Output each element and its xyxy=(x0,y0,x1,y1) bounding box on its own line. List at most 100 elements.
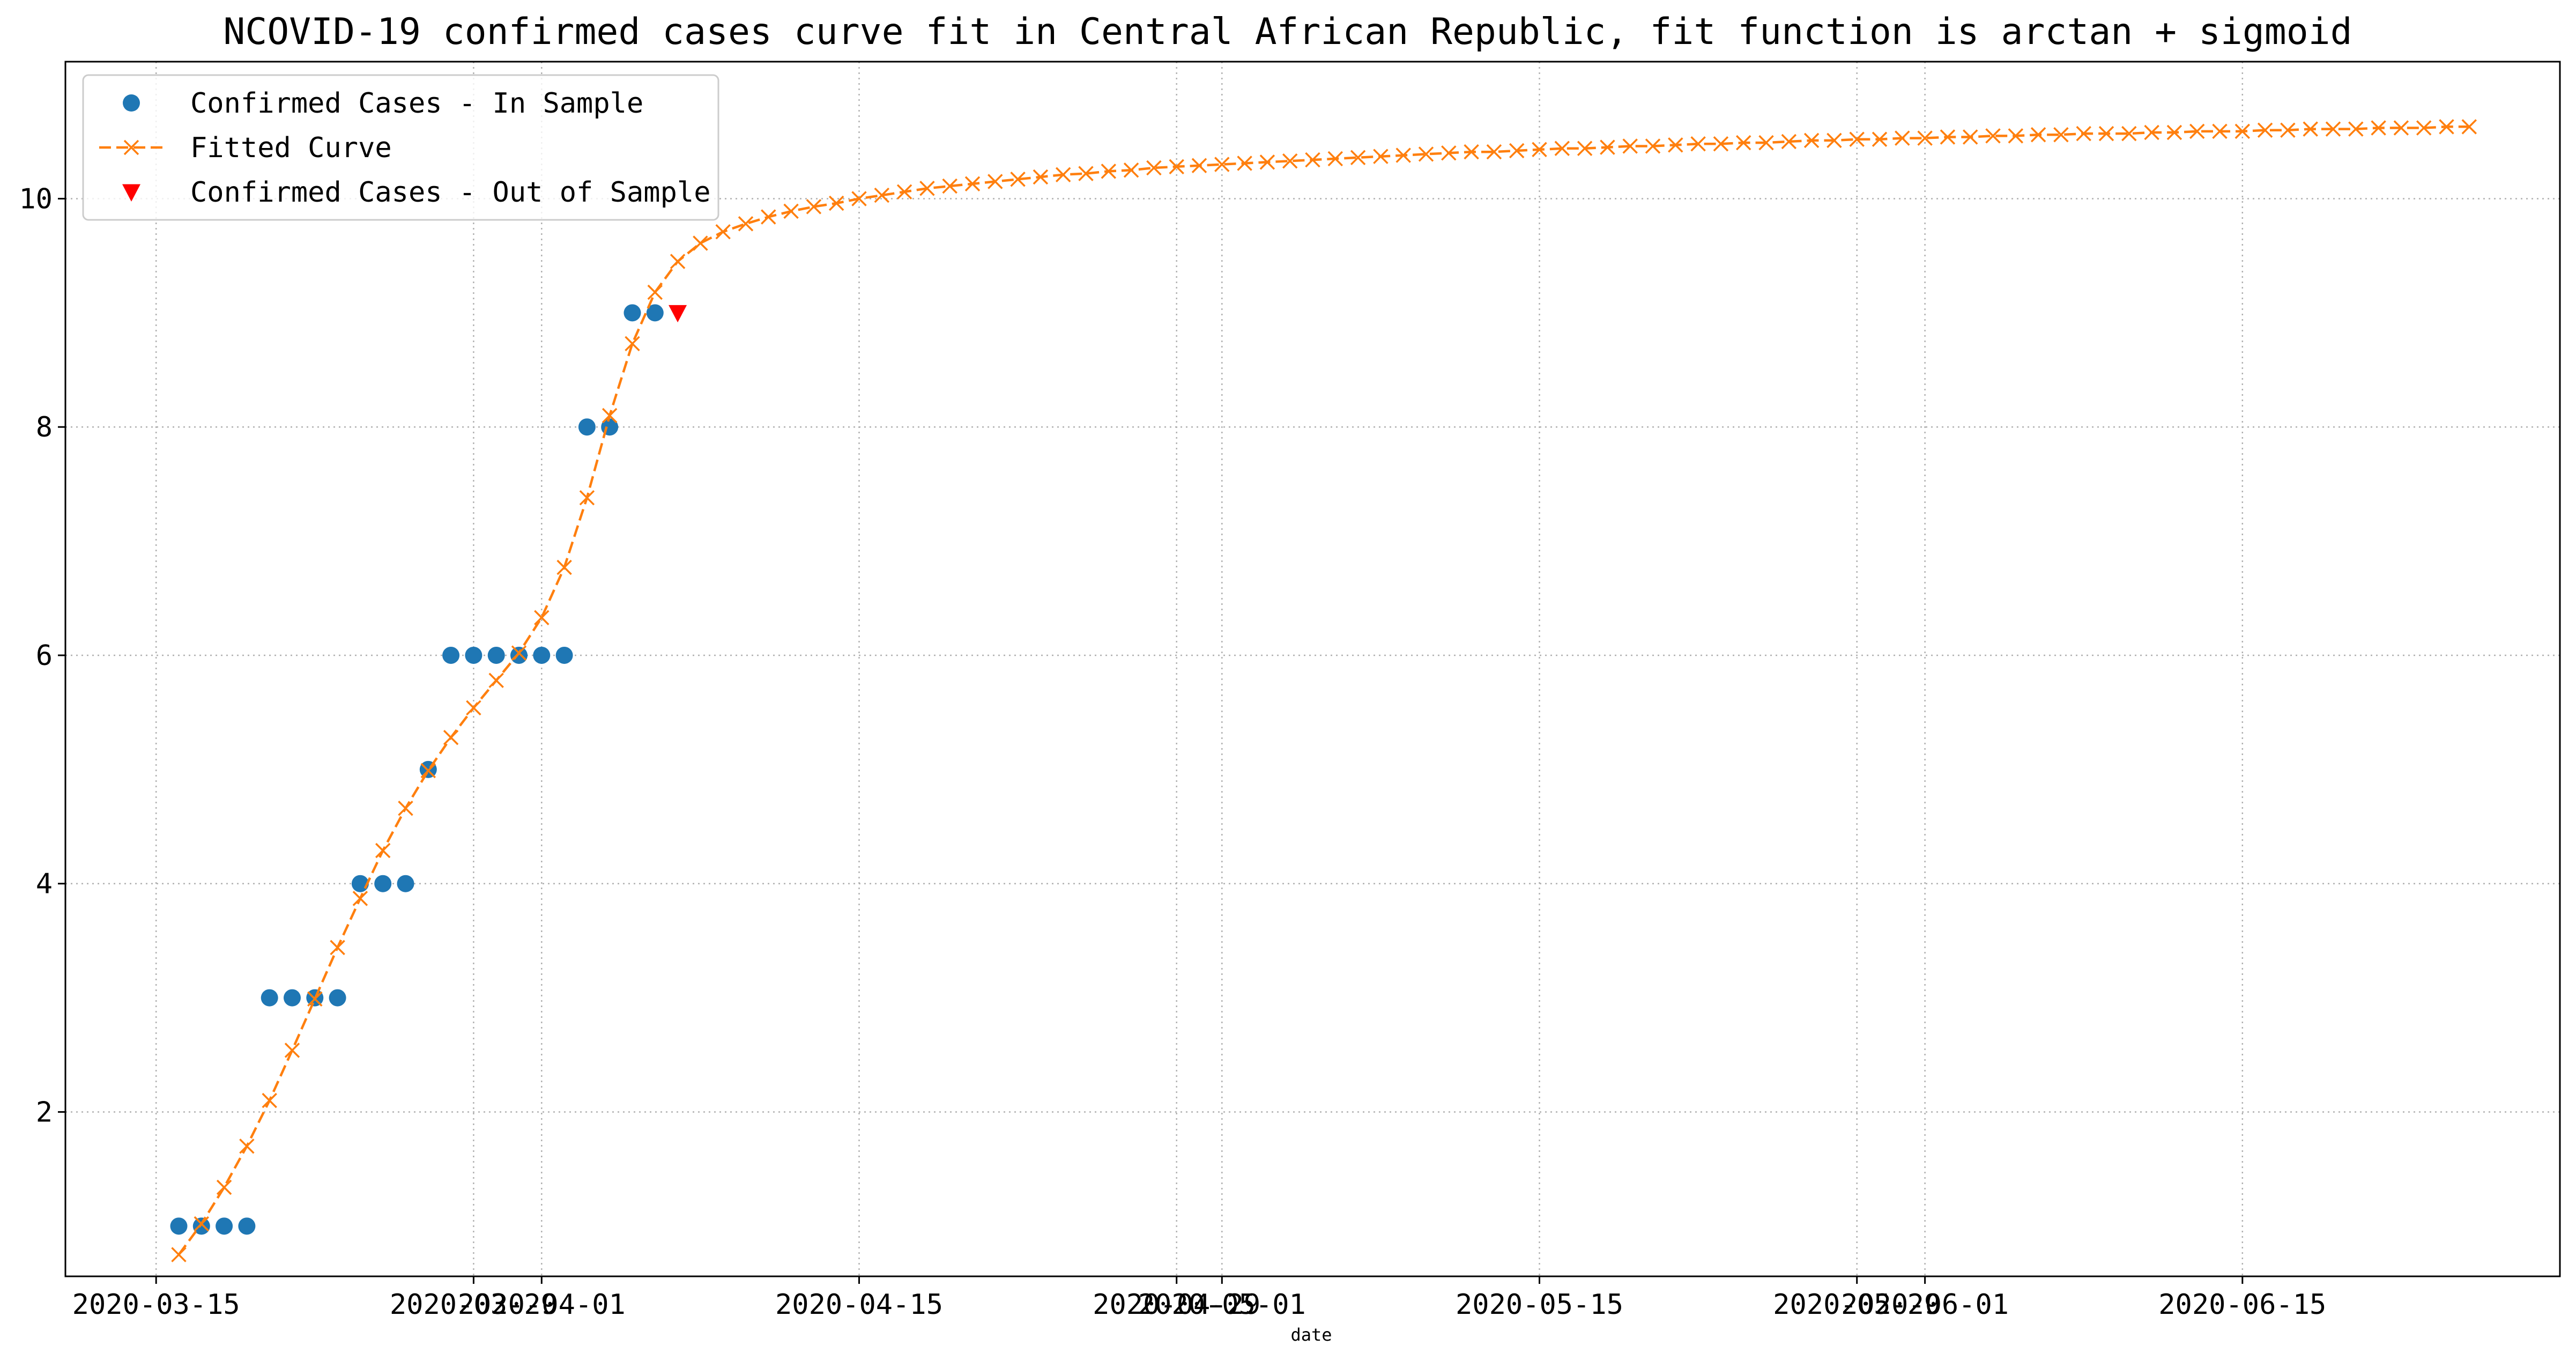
x-tick-label: 2020-05-29 xyxy=(1773,1289,1941,1321)
curve-point xyxy=(1962,129,1978,145)
data-point xyxy=(578,418,596,436)
curve-point xyxy=(1418,146,1434,162)
y-tick-label: 6 xyxy=(36,640,53,672)
curve-point xyxy=(2371,120,2386,136)
curve-point xyxy=(1123,162,1139,178)
curve-point xyxy=(194,1216,210,1232)
legend-box xyxy=(82,74,719,221)
curve-point xyxy=(761,209,776,225)
curve-point xyxy=(1940,129,1956,145)
curve-point xyxy=(1622,138,1638,154)
curve-point xyxy=(2303,121,2318,137)
data-point xyxy=(623,304,641,322)
curve-point xyxy=(1849,131,1865,147)
curve-point xyxy=(602,408,618,424)
curve-point xyxy=(1055,167,1071,182)
curve-point xyxy=(2121,125,2137,142)
curve-point xyxy=(1645,138,1661,154)
curve-point xyxy=(1101,164,1117,179)
x-tick-label: 2020-04-01 xyxy=(458,1289,626,1321)
data-point xyxy=(465,646,482,664)
data-point xyxy=(442,646,460,664)
curve-point xyxy=(1010,172,1026,187)
curve-point xyxy=(1600,139,1615,155)
legend-marker xyxy=(123,94,140,112)
curve-point xyxy=(1464,144,1479,160)
curve-point xyxy=(1395,147,1411,163)
data-point xyxy=(216,1217,233,1235)
curve-point xyxy=(1554,141,1570,157)
curve-point xyxy=(466,700,481,716)
curve-point xyxy=(1532,142,1547,158)
legend-item: Confirmed Cases - Out of Sample xyxy=(122,176,711,209)
legend-marker xyxy=(123,139,139,156)
curve-point xyxy=(1441,145,1457,161)
legend-item: Fitted Curve xyxy=(99,132,392,164)
data-point xyxy=(238,1217,256,1235)
x-tick-label: 2020-04-15 xyxy=(775,1289,943,1321)
x-tick-label: 2020-06-01 xyxy=(1841,1289,2009,1321)
curve-point xyxy=(942,178,957,194)
y-tick-label: 8 xyxy=(36,411,53,444)
x-tick-label: 2020-05-15 xyxy=(1456,1289,1623,1321)
x-tick-label: 2020-04-29 xyxy=(1093,1289,1260,1321)
curve-point xyxy=(534,610,550,625)
curve-point xyxy=(171,1247,187,1262)
curve-point xyxy=(1327,151,1343,167)
data-point xyxy=(533,646,551,664)
curve-point xyxy=(2393,120,2409,136)
curve-point xyxy=(1895,130,1910,146)
curve-point xyxy=(2189,123,2205,139)
plot-series xyxy=(170,119,2477,1262)
curve-point xyxy=(398,800,413,816)
legend-item: Confirmed Cases - In Sample xyxy=(123,87,643,120)
x-tick-label: 2020-05-01 xyxy=(1138,1289,1306,1321)
x-axis-label: date xyxy=(1290,1325,1332,1345)
curve-point xyxy=(1781,134,1797,150)
curve-point xyxy=(1486,144,1502,160)
curve-point xyxy=(307,991,323,1007)
curve-point xyxy=(2416,120,2432,136)
curve-point xyxy=(1282,153,1298,169)
y-tick-label: 10 xyxy=(19,183,53,215)
grid xyxy=(65,62,2560,1276)
legend-label: Fitted Curve xyxy=(190,132,392,164)
curve-point xyxy=(988,174,1003,189)
curve-point xyxy=(828,195,844,211)
curve-point xyxy=(874,187,890,203)
data-point xyxy=(329,989,346,1007)
legend: Confirmed Cases - In Sample Fitted Curve C… xyxy=(82,74,719,221)
curve-point xyxy=(625,336,640,352)
curve-point xyxy=(1668,137,1683,153)
curve-point xyxy=(556,559,572,575)
curve-point xyxy=(2234,123,2251,139)
chart-title: NCOVID-19 confirmed cases curve fit in C… xyxy=(223,11,2352,53)
curve-point xyxy=(216,1179,232,1195)
curve-point xyxy=(1803,132,1820,149)
curve-point xyxy=(2257,122,2273,138)
curve-point xyxy=(239,1139,255,1154)
curve-point xyxy=(2008,128,2024,144)
curve-point xyxy=(375,842,391,859)
curve-point xyxy=(2166,124,2182,141)
curve-point xyxy=(1191,158,1207,173)
curve-point xyxy=(284,1043,300,1058)
curve-point xyxy=(1872,131,1888,147)
x-tick-label: 2020-03-15 xyxy=(72,1289,240,1321)
legend-marker xyxy=(122,184,140,202)
y-tick-label: 2 xyxy=(36,1096,53,1128)
fitted-curve-line xyxy=(177,125,2469,1255)
data-point xyxy=(555,646,573,664)
curve-point xyxy=(1078,166,1094,181)
data-point xyxy=(669,305,687,323)
data-point xyxy=(510,646,528,664)
curve-point xyxy=(352,891,368,906)
curve-point xyxy=(2461,119,2477,135)
curve-point xyxy=(2348,121,2364,137)
curve-point xyxy=(693,235,708,251)
curve-point xyxy=(738,216,754,232)
legend-label: Confirmed Cases - In Sample xyxy=(190,87,643,120)
